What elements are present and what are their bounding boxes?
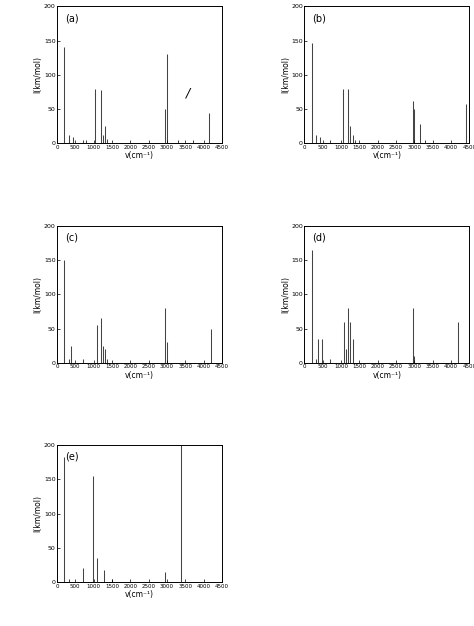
X-axis label: v(cm⁻¹): v(cm⁻¹) <box>372 151 401 160</box>
Text: /: / <box>186 87 190 100</box>
Y-axis label: I(km/mol): I(km/mol) <box>33 495 42 532</box>
Text: (d): (d) <box>312 232 326 242</box>
X-axis label: v(cm⁻¹): v(cm⁻¹) <box>125 590 154 599</box>
Y-axis label: I(km/mol): I(km/mol) <box>33 275 42 313</box>
X-axis label: v(cm⁻¹): v(cm⁻¹) <box>125 151 154 160</box>
Text: (e): (e) <box>65 452 79 462</box>
Y-axis label: I(km/mol): I(km/mol) <box>281 275 290 313</box>
X-axis label: v(cm⁻¹): v(cm⁻¹) <box>372 371 401 379</box>
Y-axis label: I(km/mol): I(km/mol) <box>33 56 42 93</box>
Text: (c): (c) <box>65 232 78 242</box>
Y-axis label: I(km/mol): I(km/mol) <box>281 56 290 93</box>
X-axis label: v(cm⁻¹): v(cm⁻¹) <box>125 371 154 379</box>
Text: (a): (a) <box>65 13 79 23</box>
Text: (b): (b) <box>312 13 327 23</box>
